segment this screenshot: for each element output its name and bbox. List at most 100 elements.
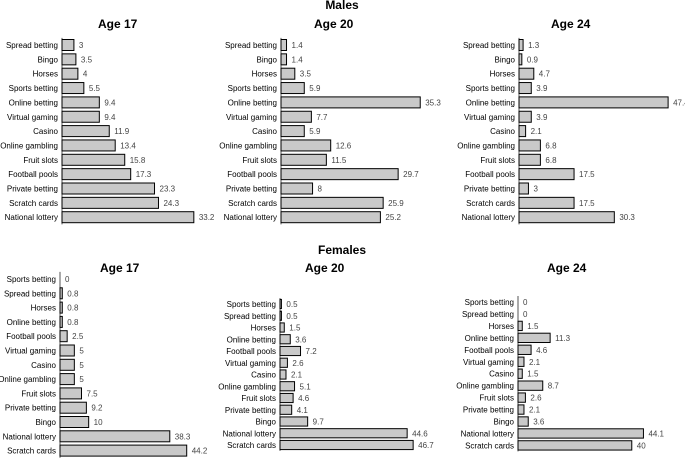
chart-panels: Age 17 Spread betting 3 Bingo 3.5 Horses 4 Spor… <box>0 17 685 458</box>
data-label: 0.9 <box>527 55 539 64</box>
category-label: Online gambling <box>0 375 56 384</box>
data-label: 5 <box>79 375 84 384</box>
data-label: 11.9 <box>114 127 130 136</box>
data-label: 15.8 <box>130 156 146 165</box>
category-label: Horses <box>252 70 277 79</box>
bar <box>517 344 532 355</box>
bar <box>279 439 414 451</box>
chart-panel-females-age-20: Age 20 Sports betting 0.5 Spread betting 0.5… <box>218 261 434 451</box>
bar <box>280 53 288 66</box>
bar <box>279 381 296 392</box>
chart-title: Age 17 <box>100 261 140 275</box>
bar <box>61 153 126 166</box>
data-label: 3.6 <box>533 418 545 427</box>
bar <box>61 53 77 66</box>
category-label: Casino <box>252 127 277 136</box>
category-label: Spread betting <box>4 289 56 298</box>
data-label: 10 <box>94 418 103 427</box>
category-label: Sports betting <box>228 84 277 93</box>
data-label: 25.2 <box>385 213 401 222</box>
data-label: 4 <box>83 70 88 79</box>
category-label: Sports betting <box>9 84 58 93</box>
data-label: 17.5 <box>579 199 595 208</box>
bar <box>517 404 525 415</box>
category-label: Casino <box>490 127 515 136</box>
bar <box>279 416 309 427</box>
category-label: Private betting <box>225 406 276 415</box>
category-label: Online betting <box>228 98 277 107</box>
bar <box>280 182 314 195</box>
data-label: 0 <box>523 310 528 319</box>
data-label: 46.7 <box>418 441 434 450</box>
data-label: 17.3 <box>136 170 152 179</box>
data-label: 0.8 <box>67 304 79 313</box>
category-label: National lottery <box>5 213 58 222</box>
bar <box>518 39 524 51</box>
data-label: 11.3 <box>555 334 571 343</box>
data-label: 1.4 <box>292 41 304 50</box>
bar <box>280 110 312 123</box>
bar <box>59 344 75 357</box>
data-label: 5.5 <box>89 84 101 93</box>
bar <box>518 125 527 138</box>
bar <box>518 96 669 109</box>
bar <box>61 139 116 152</box>
data-label: 0.8 <box>67 289 79 298</box>
bar <box>279 357 288 368</box>
data-label: 5 <box>79 347 84 356</box>
chart-panel-females-age-17: Age 17 Sports betting 0 Spread betting 0.8 Ho… <box>0 261 208 458</box>
bar <box>517 380 544 391</box>
category-label: Virtual gaming <box>5 347 56 356</box>
category-label: Online betting <box>466 98 515 107</box>
bar <box>59 301 63 314</box>
category-label: National lottery <box>224 213 277 222</box>
data-label: 1.5 <box>527 322 539 331</box>
category-label: Horses <box>489 322 514 331</box>
data-label: 2.1 <box>529 406 541 415</box>
category-label: Spread betting <box>224 312 276 321</box>
category-label: National lottery <box>461 429 514 438</box>
data-label: 2.6 <box>292 359 304 368</box>
bar <box>59 430 171 443</box>
chart-title: Age 20 <box>305 261 345 275</box>
data-label: 1.3 <box>528 41 540 50</box>
category-label: Virtual gaming <box>7 113 58 122</box>
data-label: 4.6 <box>536 346 548 355</box>
bar <box>280 196 384 209</box>
category-label: Fruit slots <box>23 156 58 165</box>
category-label: Online gambling <box>218 382 276 391</box>
bar <box>518 168 575 181</box>
category-label: Sports betting <box>7 275 56 284</box>
data-label: 3 <box>79 41 84 50</box>
data-label: 7.2 <box>306 347 318 356</box>
data-label: 3.6 <box>295 335 307 344</box>
category-label: Bingo <box>494 418 515 427</box>
data-label: 0 <box>523 298 528 307</box>
data-label: 0.8 <box>67 318 79 327</box>
category-label: Sports betting <box>227 300 276 309</box>
data-label: 9.4 <box>104 98 116 107</box>
data-label: 4.1 <box>297 406 309 415</box>
bar <box>518 211 615 224</box>
bar <box>279 392 294 404</box>
data-label: 9.4 <box>104 113 116 122</box>
data-label: 2.6 <box>530 394 542 403</box>
bar <box>518 182 529 195</box>
category-label: Online betting <box>7 318 56 327</box>
category-label: Private betting <box>226 185 277 194</box>
category-label: Fruit slots <box>21 389 56 398</box>
bar <box>518 196 575 209</box>
category-label: Fruit slots <box>241 394 276 403</box>
bar <box>61 125 110 138</box>
category-label: Football pools <box>227 170 277 179</box>
bar <box>59 287 63 300</box>
category-label: Online gambling <box>456 382 514 391</box>
section-title-males: Males <box>325 0 359 12</box>
data-label: 3 <box>533 185 538 194</box>
data-label: 38.3 <box>175 432 191 441</box>
category-label: Scratch cards <box>228 199 277 208</box>
bar <box>517 368 523 379</box>
chart-title: Age 24 <box>547 261 587 275</box>
category-label: Fruit slots <box>242 156 277 165</box>
category-label: Online gambling <box>457 141 515 150</box>
